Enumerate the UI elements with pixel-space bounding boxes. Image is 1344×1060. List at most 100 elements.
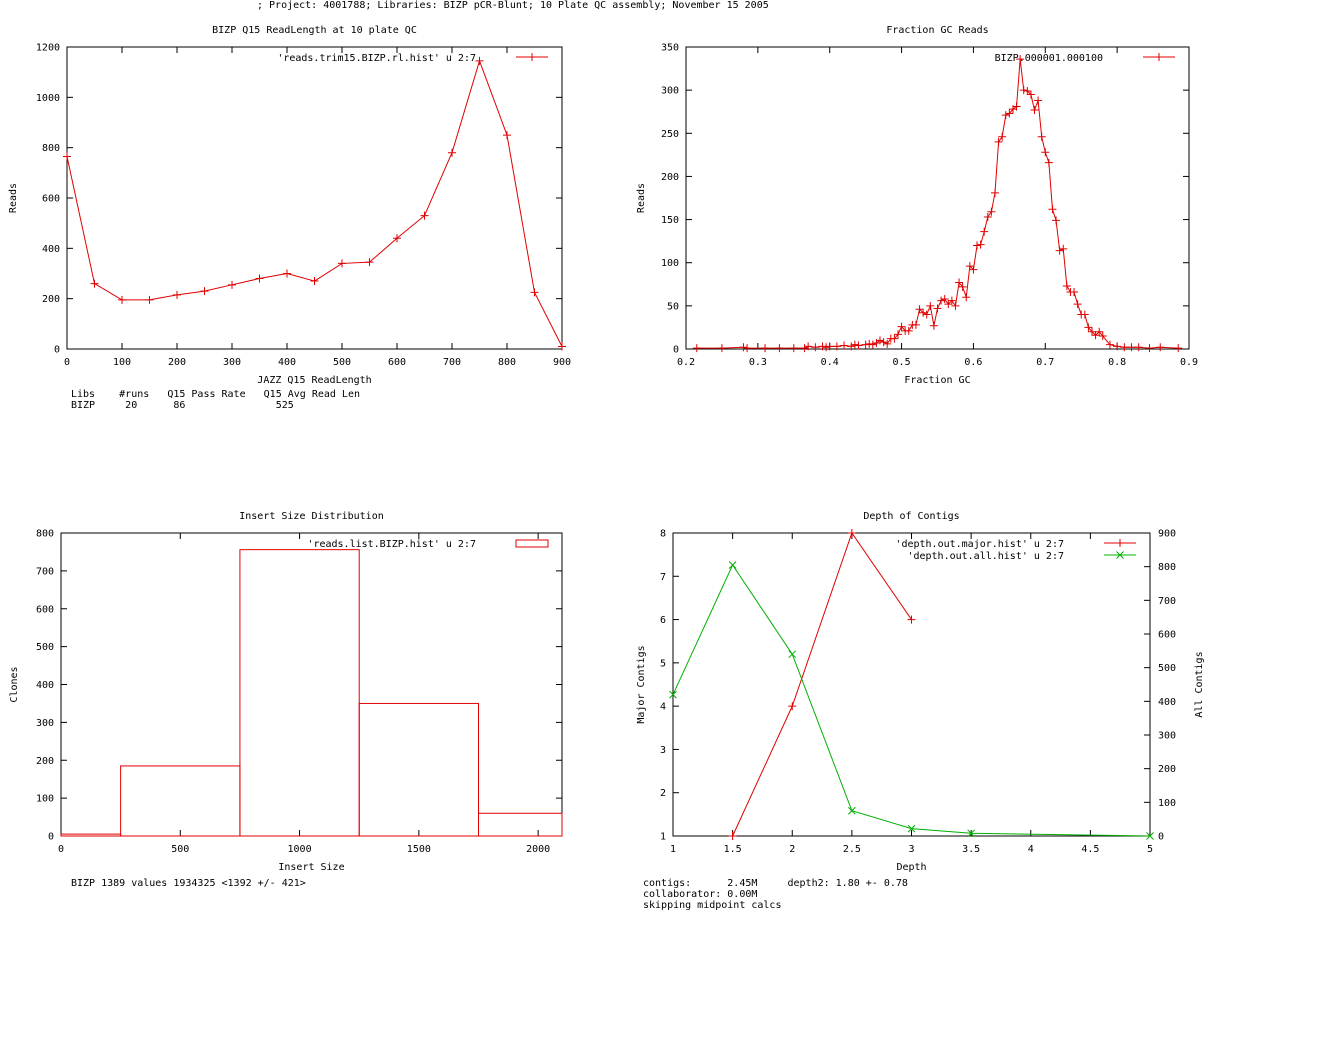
c1-ytick-label: 300: [661, 86, 679, 97]
c1-legend-label: BIZP.000001.000100: [995, 53, 1103, 64]
c0-data-point: [90, 279, 99, 288]
c3-data-point: [669, 690, 677, 699]
c1-xtick-label: 0.8: [1108, 357, 1126, 368]
c0-legend-label: 'reads.trim15.BIZP.rl.hist' u 2:7: [277, 53, 476, 64]
c3-series-line: [672, 563, 1151, 837]
c0-data-point: [558, 342, 566, 351]
c1-data-point: [822, 343, 831, 352]
c1-xtick-label: 0.3: [749, 357, 767, 368]
c0-ytick-label: 600: [42, 194, 60, 205]
c3-y2label: All Contigs: [1194, 651, 1205, 717]
c1-xtick-label: 0.6: [964, 357, 982, 368]
c3-ytick-label: 3: [660, 745, 666, 756]
c3-y2tick-label: 0: [1158, 832, 1164, 843]
c1-ytick-label: 50: [667, 301, 679, 312]
c0-data-point: [310, 277, 319, 286]
c1-data-point: [944, 300, 953, 309]
c0-data-point: [365, 258, 374, 267]
c3-data-point: [847, 529, 856, 537]
c1-data-point: [1095, 327, 1104, 336]
c2-ytick-label: 600: [36, 604, 54, 615]
c0-xtick-label: 400: [278, 357, 296, 368]
c1-data-point: [1084, 323, 1093, 332]
c0-ytick-label: 200: [42, 294, 60, 305]
c1-data-point: [811, 343, 820, 352]
c1-data-point: [861, 340, 870, 349]
c1-data-point: [876, 336, 885, 345]
c1-data-point: [976, 240, 985, 249]
c3-legend-marker: [1116, 551, 1124, 559]
c2-plot-frame: [60, 532, 563, 837]
c1-data-point: [743, 344, 752, 353]
c3-data-point: [848, 806, 856, 815]
c1-data-point: [1087, 327, 1096, 336]
c1-data-point: [854, 341, 863, 350]
c2-ylabel: Clones: [9, 666, 20, 702]
c3-y2tick-label: 200: [1158, 764, 1176, 775]
c1-data-point: [919, 308, 928, 317]
c1-data-point: [940, 294, 949, 303]
c1-legend-marker: [1155, 53, 1163, 61]
c1-data-point: [1005, 109, 1014, 118]
c1-ytick-label: 150: [661, 215, 679, 226]
c1-data-point: [804, 342, 813, 351]
c1-data-point: [1055, 246, 1064, 255]
c0-data-point: [63, 152, 71, 161]
c1-data-point: [825, 342, 834, 351]
c3-xtick-label: 4.5: [1081, 844, 1099, 855]
c1-data-point: [1016, 55, 1025, 64]
c1-data-point: [850, 340, 859, 349]
c3-data-point: [788, 702, 797, 711]
c1-xlabel: Fraction GC: [904, 375, 970, 386]
page-header: ; Project: 4001788; Libraries: BIZP pCR-…: [257, 0, 769, 11]
c3-xlabel: Depth: [896, 862, 926, 873]
c1-data-point: [998, 132, 1007, 141]
c0-plot-frame: [66, 46, 563, 350]
c0-data-point: [200, 287, 209, 296]
c2-xlabel: Insert Size: [278, 862, 344, 873]
c0-xtick-label: 700: [443, 357, 461, 368]
c1-ytick-label: 250: [661, 129, 679, 140]
c1-xtick-label: 0.2: [677, 357, 695, 368]
c2-ytick-label: 400: [36, 680, 54, 691]
c1-xtick-label: 0.4: [821, 357, 839, 368]
c1-data-point: [847, 342, 856, 351]
c1-data-point: [800, 344, 809, 353]
c3-y2tick-label: 900: [1158, 529, 1176, 540]
c1-data-point: [929, 321, 938, 330]
c1-data-point: [1023, 87, 1032, 96]
c0-data-point: [503, 131, 511, 140]
c0-data-point: [173, 290, 181, 299]
c3-xtick-label: 1: [670, 844, 676, 855]
c3-y2tick-label: 300: [1158, 731, 1176, 742]
c1-data-point: [990, 188, 999, 197]
c3-ytick-label: 8: [660, 529, 666, 540]
c3-xtick-label: 2: [789, 844, 795, 855]
c0-data-point: [338, 259, 346, 268]
c1-data-point: [958, 282, 967, 291]
c3-y2tick-label: 500: [1158, 663, 1176, 674]
c1-xtick-label: 0.7: [1036, 357, 1054, 368]
c1-data-point: [937, 296, 946, 305]
c1-data-point: [789, 344, 798, 353]
c0-data-point: [228, 280, 236, 289]
c3-xtick-label: 1.5: [724, 844, 742, 855]
c1-data-point: [1044, 158, 1053, 167]
c3-title: Depth of Contigs: [863, 511, 959, 522]
c0-xtick-label: 600: [388, 357, 406, 368]
c3-legend-marker: [1116, 539, 1124, 547]
c1-data-point: [1052, 216, 1061, 225]
c0-data-point: [283, 269, 291, 278]
readlength-stats-table: Libs #runs Q15 Pass Rate Q15 Avg Read Le…: [71, 389, 360, 411]
c0-ytick-label: 1200: [36, 43, 60, 54]
c3-data-point: [728, 561, 737, 569]
c3-data-point: [788, 650, 797, 659]
c1-ytick-label: 100: [661, 258, 679, 269]
c2-legend-swatch: [515, 539, 549, 548]
c0-legend-marker: [528, 53, 536, 61]
c1-data-point: [1019, 86, 1028, 95]
c2-ytick-label: 200: [36, 756, 54, 767]
c3-data-point: [907, 615, 916, 624]
c2-ytick-label: 300: [36, 718, 54, 729]
